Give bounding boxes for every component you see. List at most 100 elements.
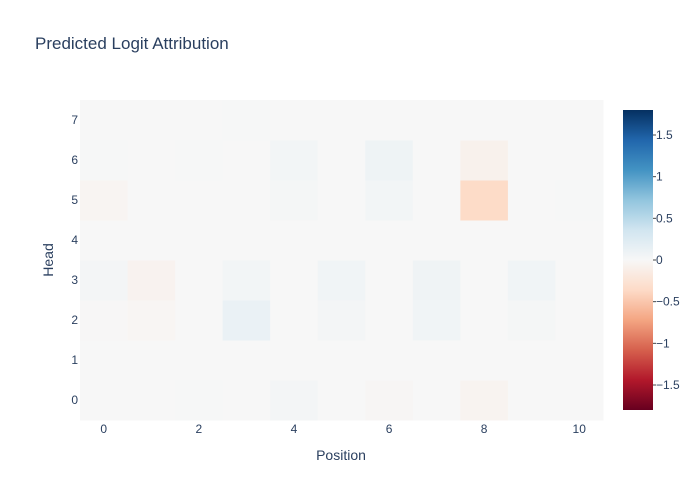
heatmap-cell (175, 380, 224, 421)
heatmap-cell (270, 340, 319, 381)
heatmap-cell (507, 260, 556, 301)
colorbar-tick-label: 1.5 (656, 128, 673, 142)
heatmap-cell (222, 220, 271, 261)
colorbar-tick-label: −1.5 (656, 378, 680, 392)
heatmap-cell (317, 300, 366, 341)
heatmap-cell (175, 100, 224, 141)
heatmap-cell (507, 300, 556, 341)
heatmap-cell (317, 180, 366, 221)
y-tick-label: 4 (71, 233, 78, 247)
heatmap-cell (80, 180, 129, 221)
heatmap-cell (317, 260, 366, 301)
heatmap-cell (270, 180, 319, 221)
heatmap-cell (365, 100, 414, 141)
heatmap-cell (80, 260, 129, 301)
heatmap-cell (507, 180, 556, 221)
heatmap-cell (222, 100, 271, 141)
y-tick-label: 7 (71, 113, 78, 127)
heatmap-cell (175, 220, 224, 261)
heatmap-cell (317, 140, 366, 181)
heatmap-cell (175, 140, 224, 181)
heatmap-cell (555, 100, 604, 141)
heatmap-cell (175, 300, 224, 341)
heatmap-cell (365, 340, 414, 381)
heatmap-cell (127, 340, 176, 381)
heatmap-cell (412, 380, 461, 421)
heatmap-cell (365, 380, 414, 421)
heatmap-cell (555, 180, 604, 221)
heatmap-cell (222, 300, 271, 341)
chart-title: Predicted Logit Attribution (35, 34, 229, 53)
colorbar-tick-label: 1 (656, 170, 663, 184)
heatmap-cell (555, 300, 604, 341)
heatmap-cell (555, 380, 604, 421)
heatmap-cell (317, 380, 366, 421)
y-tick-label: 5 (71, 193, 78, 207)
heatmap-cell (222, 380, 271, 421)
heatmap-cell (80, 100, 129, 141)
heatmap-cell (127, 380, 176, 421)
heatmap-cell (222, 180, 271, 221)
heatmap-cell (80, 340, 129, 381)
heatmap-cell (270, 100, 319, 141)
colorbar-tick-label: 0 (656, 253, 663, 267)
heatmap-cell (412, 140, 461, 181)
heatmap-cell (555, 260, 604, 301)
y-axis-label: Head (40, 243, 56, 276)
heatmap-cell (365, 220, 414, 261)
heatmap-cell (555, 140, 604, 181)
heatmap-cell (222, 340, 271, 381)
heatmap-cell (460, 180, 509, 221)
heatmap-cell (80, 220, 129, 261)
heatmap-cell (317, 100, 366, 141)
heatmap-cell (507, 100, 556, 141)
heatmap-cell (460, 220, 509, 261)
heatmap-cell (175, 260, 224, 301)
heatmap-cell (222, 140, 271, 181)
heatmap-cell (460, 260, 509, 301)
x-tick-label: 10 (573, 422, 587, 436)
heatmap-cell (507, 140, 556, 181)
y-tick-label: 3 (71, 273, 78, 287)
heatmap-cell (365, 300, 414, 341)
heatmap-cell (270, 260, 319, 301)
heatmap-cell (365, 260, 414, 301)
heatmap-cell (80, 300, 129, 341)
heatmap-cell (222, 260, 271, 301)
y-tick-label: 1 (71, 353, 78, 367)
y-tick-label: 0 (71, 393, 78, 407)
heatmap-cell (175, 340, 224, 381)
heatmap-cell (175, 180, 224, 221)
heatmap-cell (507, 220, 556, 261)
heatmap-cell (412, 100, 461, 141)
colorbar-tick-label: −0.5 (656, 295, 680, 309)
heatmap-cell (127, 180, 176, 221)
heatmap-cell (555, 220, 604, 261)
heatmap-cell (127, 100, 176, 141)
heatmap-cell (460, 340, 509, 381)
heatmap-cell (127, 260, 176, 301)
colorbar-tick-label: 0.5 (656, 211, 673, 225)
x-tick-label: 6 (386, 422, 393, 436)
heatmap-cell (412, 180, 461, 221)
heatmap-cell (412, 260, 461, 301)
x-tick-label: 0 (100, 422, 107, 436)
x-axis-ticks: 0 2 4 6 8 10 (100, 422, 586, 436)
heatmap-cell (507, 380, 556, 421)
heatmap-cell (460, 380, 509, 421)
heatmap-cell (270, 380, 319, 421)
heatmap-cell (507, 340, 556, 381)
heatmap-cells (80, 100, 604, 421)
colorbar-ticks: 1.5 1 0.5 0 −0.5 −1 −1.5 (653, 128, 680, 392)
heatmap-cell (127, 300, 176, 341)
heatmap-cell (365, 140, 414, 181)
heatmap-cell (412, 220, 461, 261)
heatmap-cell (555, 340, 604, 381)
heatmap-cell (270, 300, 319, 341)
x-tick-label: 8 (481, 422, 488, 436)
heatmap-cell (460, 300, 509, 341)
heatmap-cell (80, 380, 129, 421)
y-tick-label: 2 (71, 313, 78, 327)
heatmap-cell (412, 300, 461, 341)
x-tick-label: 2 (196, 422, 203, 436)
